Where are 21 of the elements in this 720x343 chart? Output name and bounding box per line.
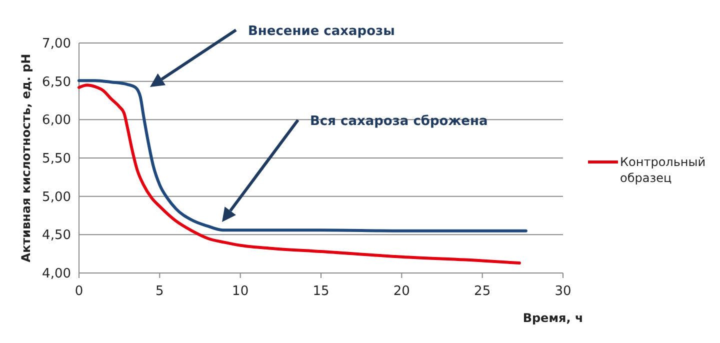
line-series (78, 79, 528, 232)
y-tick-label: 6,00 (42, 113, 71, 128)
y-tick-label: 5,50 (42, 152, 71, 167)
y-tick-label: 4,00 (42, 266, 71, 282)
text: Внесение сахарозы (248, 24, 395, 39)
x-tick-label: 5 (156, 284, 164, 299)
y-tick-label: 5,00 (42, 190, 71, 205)
y-tick-label: 4,50 (42, 228, 71, 244)
line-series (78, 84, 521, 265)
x-tick-label: 25 (474, 284, 491, 299)
x-tick-label: 15 (312, 284, 330, 299)
y-axis-title: Активная кислотность, ед. pH (19, 54, 33, 262)
x-tick-label: 30 (554, 284, 572, 299)
y-tick-label: 7,00 (42, 36, 71, 52)
x-tick-label: 0 (74, 284, 84, 299)
x-tick-label: 10 (232, 284, 249, 299)
annotation: Вся сахароза сброжена (310, 114, 488, 129)
x-axis-title: Время, ч (522, 311, 584, 325)
x-tick-label: 20 (393, 284, 410, 299)
legend-label: Контрольный образец (620, 155, 706, 185)
y-tick-label: 6,50 (42, 74, 71, 90)
